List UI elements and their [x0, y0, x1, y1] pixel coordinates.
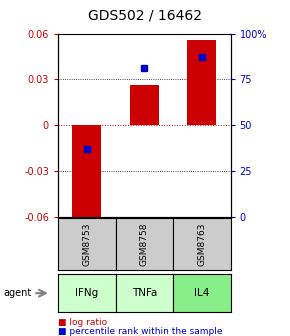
Text: GDS502 / 16462: GDS502 / 16462: [88, 8, 202, 22]
Text: GSM8758: GSM8758: [140, 223, 149, 266]
Text: IFNg: IFNg: [75, 288, 98, 298]
Text: agent: agent: [3, 288, 31, 298]
Bar: [187, 40, 216, 125]
Text: ■ percentile rank within the sample: ■ percentile rank within the sample: [58, 328, 222, 336]
Text: GSM8763: GSM8763: [197, 223, 206, 266]
Bar: [72, 125, 101, 224]
Bar: [130, 85, 159, 125]
Text: TNFa: TNFa: [132, 288, 157, 298]
Text: ■ log ratio: ■ log ratio: [58, 318, 107, 327]
Text: IL4: IL4: [194, 288, 209, 298]
Text: GSM8753: GSM8753: [82, 223, 91, 266]
